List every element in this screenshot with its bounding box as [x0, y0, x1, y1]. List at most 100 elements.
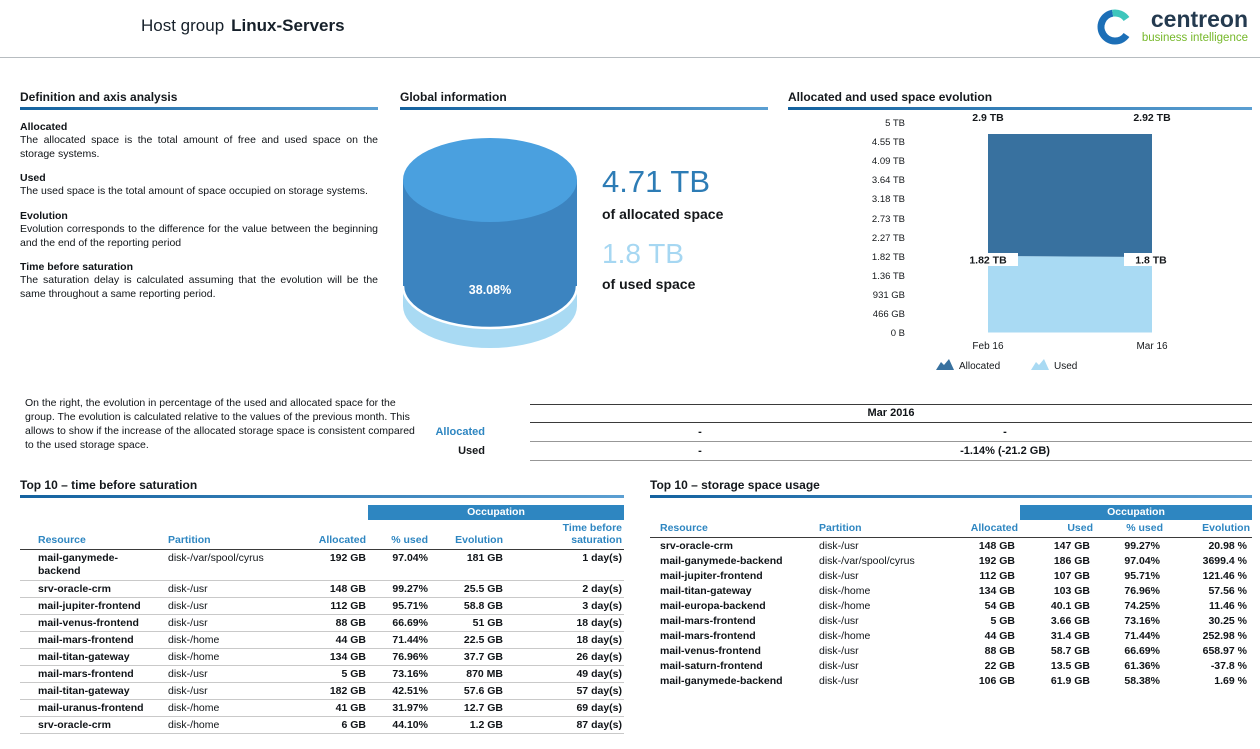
global-information-heading: Global information: [400, 90, 507, 104]
y-tick-label: 2.27 TB: [872, 233, 905, 244]
definition-text: The allocated space is the total amount …: [20, 134, 378, 160]
table-row: mail-uranus-frontend disk-/home 41 GB 31…: [20, 700, 624, 718]
partition-cell: disk-/usr: [168, 685, 208, 698]
y-tick-label: 0 B: [891, 328, 905, 339]
table-row: mail-ganymede-backend disk-/usr 106 GB 6…: [650, 673, 1252, 688]
evolution-cell: 658.97 %: [1202, 644, 1247, 657]
partition-cell: disk-/usr: [168, 583, 208, 596]
definition-term: Used: [20, 172, 46, 185]
evolution-cell: 12.7 GB: [463, 702, 503, 715]
resource-cell: mail-ganymede-backend: [660, 554, 783, 567]
allocated-cell: 6 GB: [341, 719, 366, 732]
resource-cell: mail-jupiter-frontend: [38, 600, 141, 613]
definition-text: The saturation delay is calculated assum…: [20, 274, 378, 300]
allocated-cell: 192 GB: [329, 552, 366, 565]
storage-cylinder-chart: 38.08%: [401, 138, 579, 348]
used-value-label: 1.82 TB: [969, 255, 1007, 267]
used-cell: 147 GB: [1053, 539, 1090, 552]
table-row: mail-ganymede-backend disk-/var/spool/cy…: [650, 553, 1252, 568]
allocated-cell: 112 GB: [979, 569, 1015, 582]
evolution-cell: 51 GB: [472, 617, 503, 630]
evolution-chart-section: Allocated and used space evolution 5 TB …: [788, 90, 1252, 377]
cylinder-free-body: [403, 180, 577, 328]
used-cell: 103 GB: [1053, 584, 1090, 597]
table-row: mail-titan-gateway disk-/usr 182 GB 42.5…: [20, 683, 624, 701]
partition-cell: disk-/usr: [819, 539, 859, 552]
evolution-summary-row-used: Used - -1.14% (-21.2 GB): [430, 442, 1252, 461]
resource-cell: mail-ganymede-backend: [38, 552, 118, 578]
global-information-section: Global information 38.08% 4.71 TB of all…: [400, 90, 768, 351]
legend-allocated-label: Allocated: [959, 361, 1000, 372]
x-axis-label: Mar 16: [1136, 341, 1168, 352]
column-header-allocated: Allocated: [318, 534, 366, 547]
legend-allocated-icon: [936, 359, 954, 370]
column-header-partition: Partition: [819, 522, 862, 534]
evolution-cell: 1.69 %: [1214, 674, 1247, 687]
evolution-row-data: - -1.14% (-21.2 GB): [530, 442, 1252, 461]
pct-used-cell: 76.96%: [392, 651, 428, 664]
partition-cell: disk-/usr: [819, 614, 859, 627]
pct-used-cell: 73.16%: [1124, 614, 1160, 627]
table-row: mail-venus-frontend disk-/usr 88 GB 66.6…: [20, 615, 624, 633]
evolution-row-label: Allocated: [435, 426, 485, 438]
definition-term: Allocated: [20, 121, 68, 133]
pct-used-cell: 61.36%: [1124, 659, 1160, 672]
allocated-cell: 112 GB: [330, 600, 366, 613]
logo-tagline: business intelligence: [1141, 32, 1248, 45]
x-axis-label: Feb 16: [972, 341, 1004, 352]
logo-brand-name: centreon: [1150, 6, 1248, 33]
saturation-table-body: mail-ganymede-backend disk-/var/spool/cy…: [20, 550, 624, 735]
table-row: mail-mars-frontend disk-/home 44 GB 71.4…: [20, 632, 624, 650]
cylinder-used-band: [403, 286, 577, 348]
pct-used-cell: 95.71%: [1124, 569, 1160, 582]
heading-rule: [650, 495, 1252, 498]
evolution-summary-intro: On the right, the evolution in percentag…: [25, 397, 415, 451]
pct-used-cell: 97.04%: [392, 552, 428, 565]
evolution-cell: 1.2 GB: [469, 719, 503, 732]
used-cell: 107 GB: [1053, 569, 1090, 582]
allocated-cell: 106 GB: [978, 674, 1015, 687]
page-title-hostgroup: Linux-Servers: [231, 16, 345, 35]
evolution-cell: 57.56 %: [1208, 584, 1247, 597]
evolution-cell: -: [1003, 426, 1007, 438]
resource-cell: mail-venus-frontend: [660, 644, 761, 657]
usage-table-section: Top 10 – storage space usage Occupation …: [650, 478, 1252, 688]
allocated-value-label: 2.92 TB: [1133, 112, 1171, 124]
definition-term: Evolution: [20, 209, 68, 222]
allocated-cell: 88 GB: [335, 617, 366, 630]
pct-used-cell: 31.97%: [392, 702, 428, 715]
table-row: mail-saturn-frontend disk-/usr 22 GB 13.…: [650, 658, 1252, 673]
pct-used-cell: 95.71%: [392, 600, 428, 613]
pct-used-cell: 66.69%: [392, 617, 428, 630]
allocated-cell: 22 GB: [984, 659, 1015, 672]
evolution-cell: 30.25 %: [1208, 614, 1247, 627]
evolution-cell: 20.98 %: [1208, 539, 1247, 552]
partition-cell: disk-/usr: [168, 668, 208, 681]
occupation-band-row: Occupation: [650, 505, 1252, 520]
evolution-cell: 25.5 GB: [463, 583, 503, 596]
centreon-logo-icon: [1097, 9, 1130, 45]
saturation-table-section: Top 10 – time before saturation Occupati…: [20, 478, 624, 735]
definition-text: Evolution corresponds to the difference …: [20, 222, 378, 249]
occupation-band-row: Occupation: [20, 505, 624, 520]
column-header-evolution: Evolution: [455, 534, 503, 547]
legend-used-icon: [1031, 359, 1049, 370]
time-before-saturation-cell: 3 day(s): [582, 600, 622, 613]
used-label-backplate: [1124, 253, 1178, 266]
partition-cell: disk-/home: [168, 719, 220, 732]
saturation-table-header: Resource Partition Allocated % used Evol…: [20, 520, 624, 551]
pct-used-cell: 71.44%: [1124, 629, 1160, 642]
used-cell: 40.1 GB: [1050, 599, 1090, 612]
definitions-heading: Definition and axis analysis: [20, 90, 178, 104]
column-header-evolution: Evolution: [1202, 522, 1250, 534]
table-row: mail-mars-frontend disk-/home 44 GB 31.4…: [650, 628, 1252, 643]
definition-item: Evolution Evolution corresponds to the d…: [20, 210, 378, 250]
partition-cell: disk-/home: [168, 702, 220, 715]
legend-used-label: Used: [1054, 361, 1077, 372]
column-header-resource: Resource: [660, 522, 708, 534]
time-before-saturation-cell: 57 day(s): [576, 685, 622, 698]
used-total-value: 1.8 TB: [602, 238, 684, 269]
used-cell: 58.7 GB: [1050, 644, 1090, 657]
evolution-summary-table: Mar 2016 Allocated - - Used - -1.14% (-2…: [430, 404, 1252, 461]
